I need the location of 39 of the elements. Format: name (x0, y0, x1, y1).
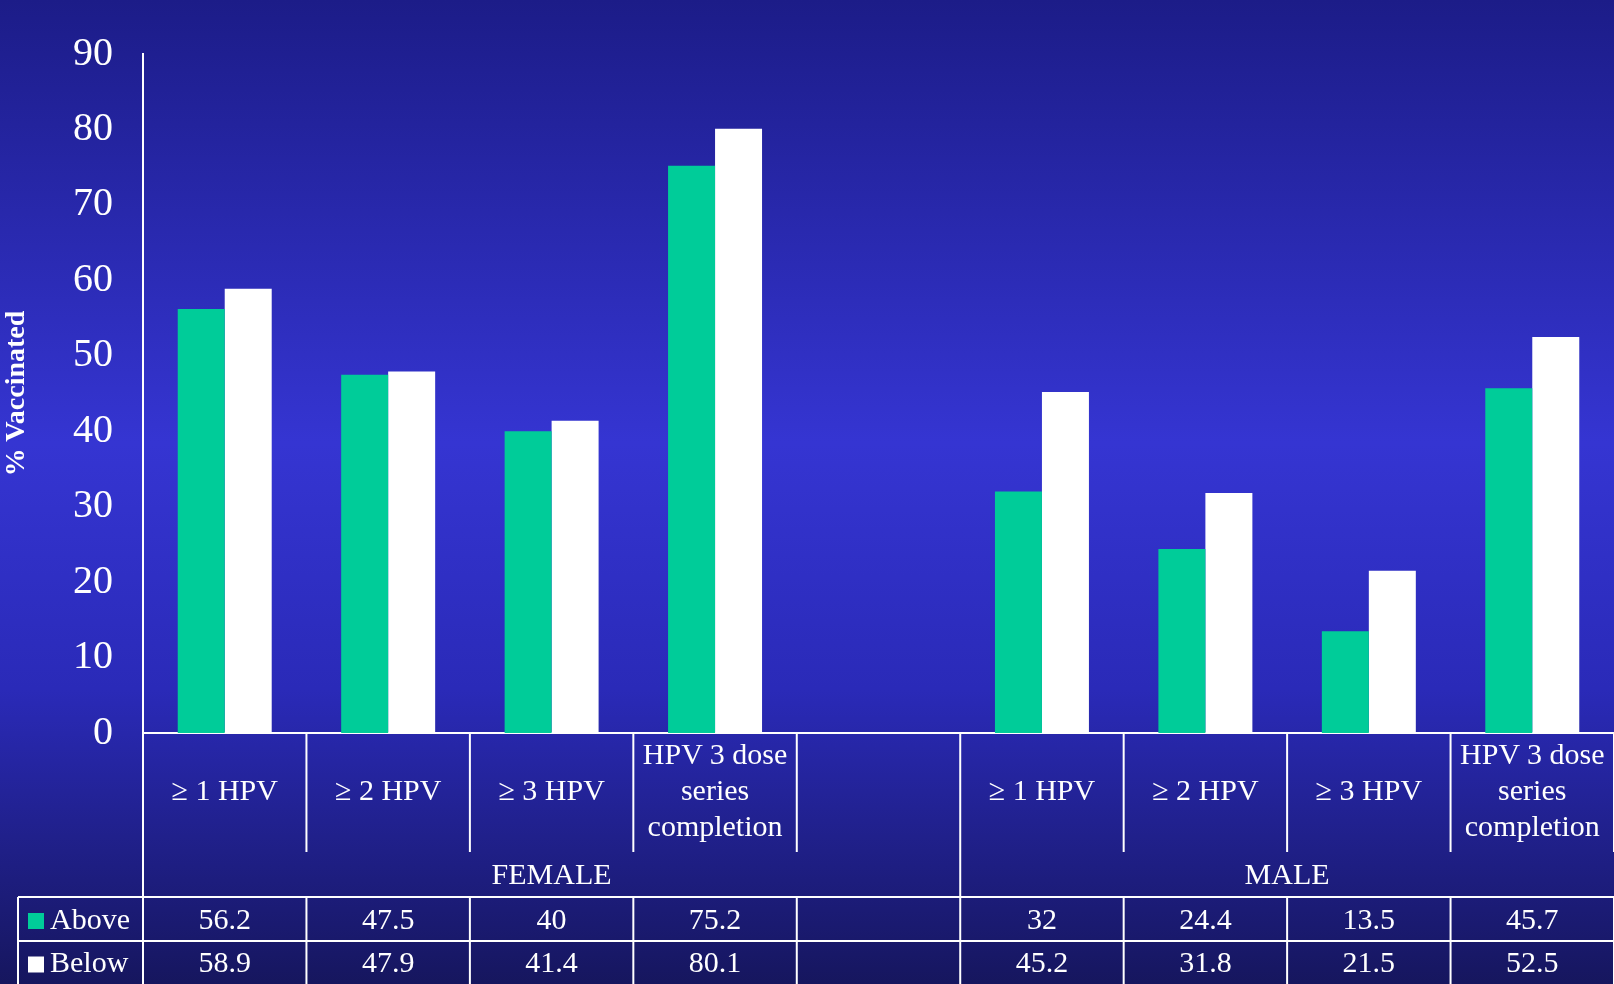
y-tick-label: 90 (73, 28, 113, 74)
x-tick-label: ≥ 1 HPV (988, 773, 1096, 807)
data-label: 58.9 (198, 945, 251, 979)
data-label: 80.1 (688, 945, 742, 979)
x-tick-label: ≥ 1 HPV (171, 773, 279, 807)
y-tick-label: 10 (73, 632, 113, 678)
data-label: 21.5 (1342, 945, 1396, 979)
legend-label: Below (50, 945, 129, 979)
data-label: 56.2 (198, 901, 251, 935)
y-tick-label: 70 (73, 179, 113, 225)
data-label: 24.4 (1179, 901, 1232, 935)
x-tick-label: ≥ 2 HPV (334, 773, 442, 807)
text: MALE (1244, 857, 1330, 891)
y-tick-label: 80 (73, 103, 113, 149)
data-label: 40 (536, 901, 567, 935)
data-label: 47.5 (361, 901, 415, 935)
data-label: 47.9 (361, 945, 415, 979)
data-label: 52.5 (1506, 945, 1559, 979)
y-axis-title: % Vaccinated (0, 310, 31, 477)
y-tick-label: 40 (73, 405, 113, 451)
data-label: 45.7 (1506, 901, 1559, 935)
data-label: 45.2 (1015, 945, 1069, 979)
data-label: 75.2 (688, 901, 742, 935)
y-tick-label: 0 (93, 707, 113, 753)
x-tick-label: HPV 3 dose series completion (1460, 737, 1605, 843)
y-tick-label: 30 (73, 481, 113, 527)
y-tick-label: 50 (73, 330, 113, 376)
legend-label: Above (50, 901, 130, 935)
x-tick-label: ≥ 3 HPV (1315, 773, 1423, 807)
x-tick-label: ≥ 3 HPV (498, 773, 606, 807)
y-tick-label: 60 (73, 254, 113, 300)
data-label: 32 (1026, 901, 1057, 935)
data-label: 31.8 (1179, 945, 1232, 979)
data-label: 41.4 (525, 945, 578, 979)
data-label: 13.5 (1342, 901, 1396, 935)
x-tick-label: HPV 3 dose series completion (642, 737, 788, 843)
y-tick-label: 20 (73, 556, 113, 602)
text: FEMALE (491, 857, 612, 891)
x-tick-label: ≥ 2 HPV (1152, 773, 1259, 807)
